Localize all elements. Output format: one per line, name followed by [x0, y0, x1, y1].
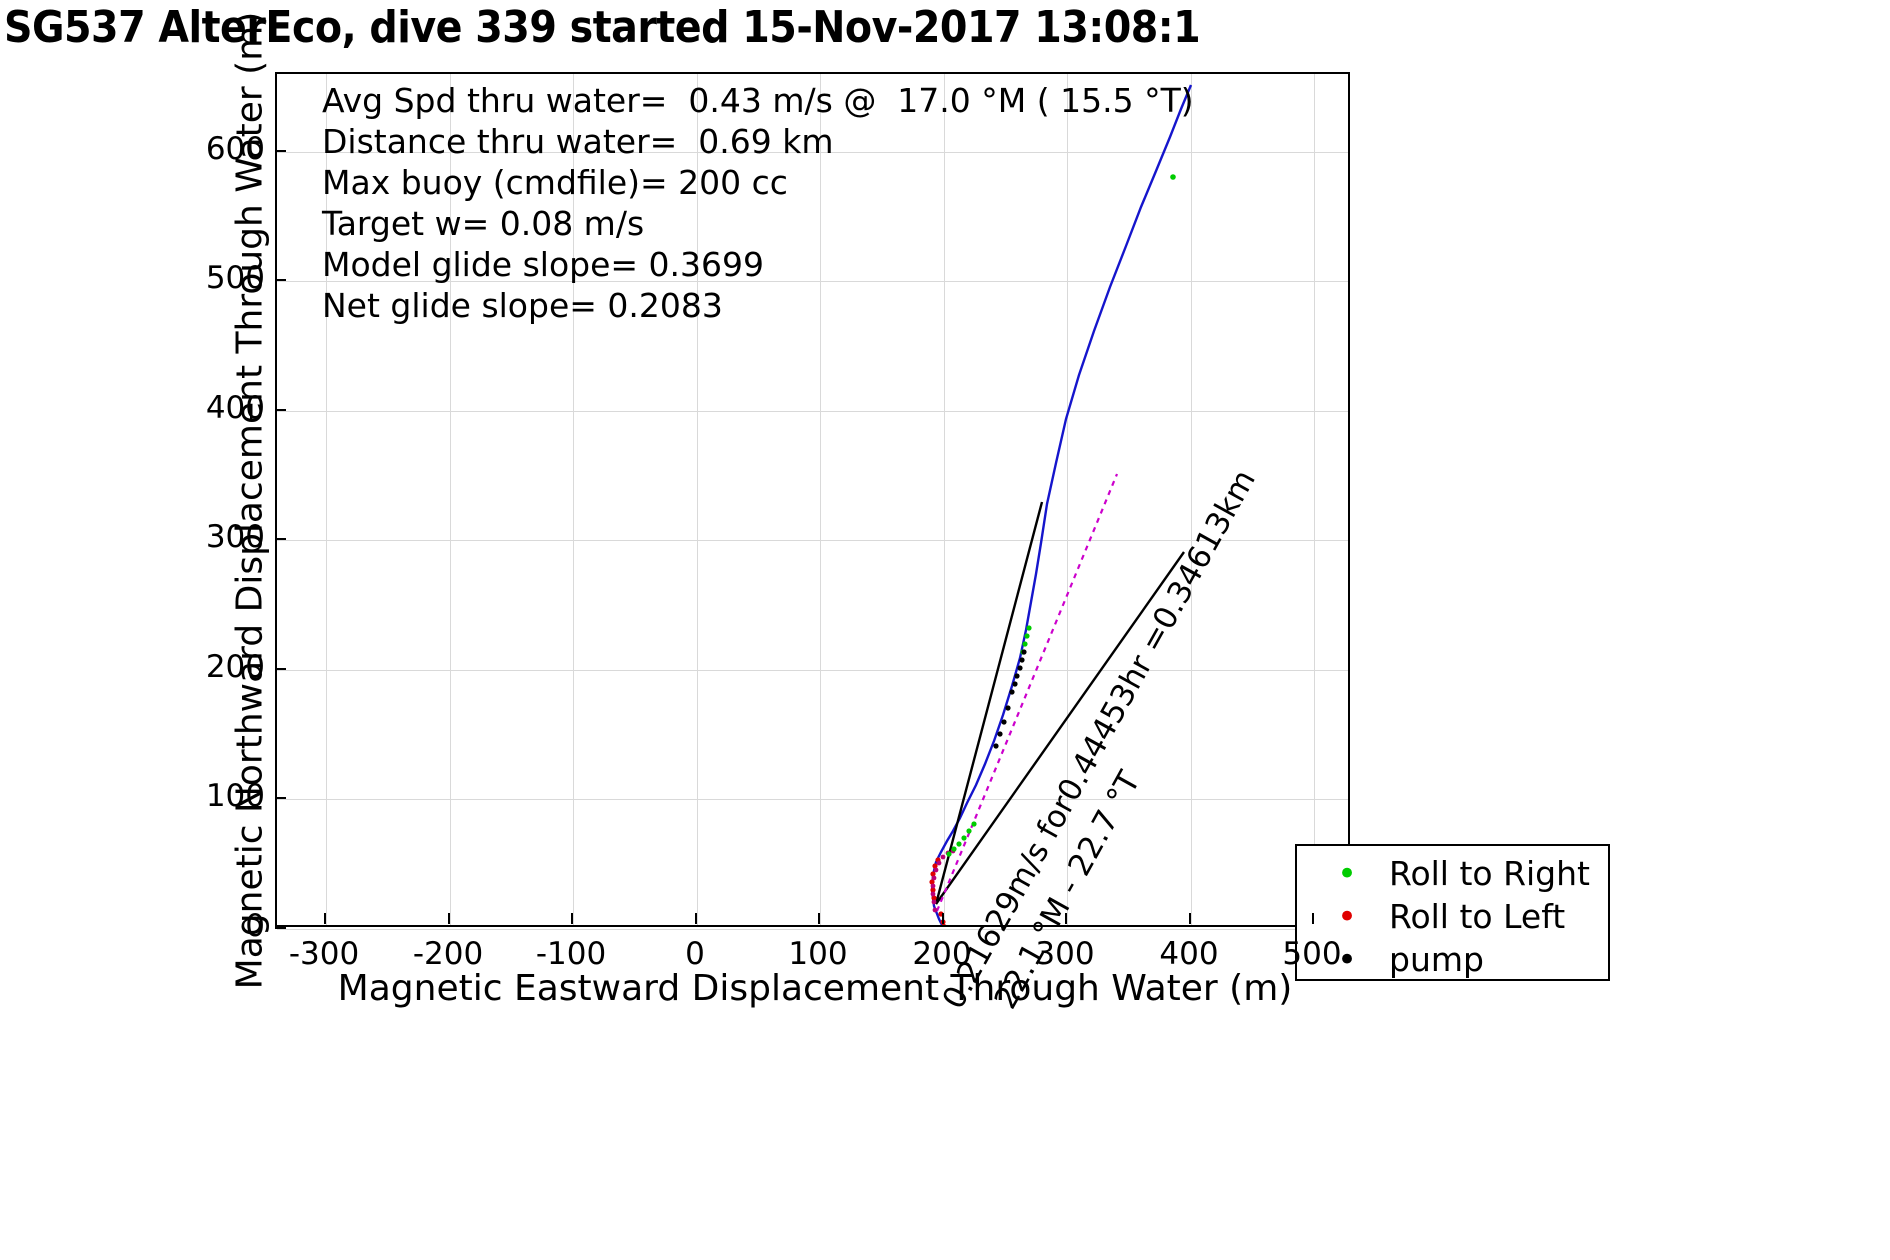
y-tickmark [275, 150, 286, 152]
gridline-vertical [573, 74, 574, 925]
annotation-textblock: Avg Spd thru water= 0.43 m/s @ 17.0 °M (… [322, 80, 1194, 326]
page-title: SG537 AlterEco, dive 339 started 15-Nov-… [4, 2, 1201, 53]
y-tickmark [275, 538, 286, 540]
annotation-line-net-slope: Net glide slope= 0.2083 [322, 286, 723, 325]
gridline-horizontal [277, 929, 1348, 930]
y-tick-label: 0 [245, 908, 265, 944]
legend-label: Roll to Right [1389, 854, 1590, 893]
gridline-horizontal [277, 411, 1348, 412]
y-tickmark [275, 409, 286, 411]
x-tick-label: -300 [288, 936, 360, 972]
gridline-horizontal [277, 540, 1348, 541]
gridline-horizontal [277, 152, 1348, 153]
x-tick-label: 0 [685, 936, 705, 972]
x-tick-label: 400 [1159, 936, 1219, 972]
markers-violet-arc [930, 848, 956, 913]
markers-pump [993, 649, 1027, 749]
x-tick-label: 200 [912, 936, 972, 972]
legend: • Roll to Right • Roll to Left • pump [1295, 844, 1610, 981]
legend-item-pump[interactable]: • pump [1297, 938, 1608, 981]
y-tick-label: 400 [205, 390, 265, 426]
gridline-vertical [697, 74, 698, 925]
legend-label: Roll to Left [1389, 897, 1566, 936]
annotation-line-distance: Distance thru water= 0.69 km [322, 122, 834, 161]
legend-item-roll-to-right[interactable]: • Roll to Right [1297, 852, 1608, 895]
legend-item-roll-to-left[interactable]: • Roll to Left [1297, 895, 1608, 938]
y-tickmark [275, 668, 286, 670]
y-tickmark [275, 927, 286, 929]
legend-marker-icon: • [1336, 939, 1358, 980]
legend-marker-icon: • [1336, 853, 1358, 894]
y-tick-label: 100 [205, 778, 265, 814]
annotation-line-target-w: Target w= 0.08 m/s [322, 204, 645, 243]
track-speed-label: 0.21629m/s for0.44453hr =0.34613km [935, 463, 1263, 1015]
annotation-line-model-slope: Model glide slope= 0.3699 [322, 245, 765, 284]
y-axis-label: Magnetic Northward Displacement Through … [229, 11, 271, 990]
gridline-vertical [326, 74, 327, 925]
annotation-line-avg-speed: Avg Spd thru water= 0.43 m/s @ 17.0 °M (… [322, 81, 1194, 120]
x-tickmark [1189, 913, 1191, 924]
y-tickmark [275, 797, 286, 799]
gridline-horizontal [277, 670, 1348, 671]
x-tickmark [818, 913, 820, 924]
x-tick-label: 100 [788, 936, 848, 972]
y-tick-label: 200 [205, 649, 265, 685]
gridline-horizontal [277, 799, 1348, 800]
gridline-vertical [1314, 74, 1315, 925]
annotation-line-max-buoy: Max buoy (cmdfile)= 200 cc [322, 163, 788, 202]
x-tickmark [695, 913, 697, 924]
legend-label: pump [1389, 940, 1484, 979]
x-tickmark [324, 913, 326, 924]
x-tickmark [942, 913, 944, 924]
gridline-vertical [820, 74, 821, 925]
legend-marker-icon: • [1336, 896, 1358, 937]
x-tickmark [1312, 913, 1314, 924]
x-tick-label: -200 [412, 936, 484, 972]
x-tickmark [571, 913, 573, 924]
gridline-vertical [450, 74, 451, 925]
x-tick-label: 500 [1282, 936, 1342, 972]
x-tickmark [1065, 913, 1067, 924]
y-tick-label: 300 [205, 519, 265, 555]
y-tick-label: 500 [205, 260, 265, 296]
x-tickmark [448, 913, 450, 924]
x-axis-label: Magnetic Eastward Displacement Through W… [337, 968, 1293, 1009]
y-tick-label: 600 [205, 131, 265, 167]
x-tick-label: -100 [535, 936, 607, 972]
series-net-glide-slope-line [935, 551, 1185, 905]
x-tick-label: 300 [1035, 936, 1095, 972]
gridline-horizontal [277, 281, 1348, 282]
y-tickmark [275, 279, 286, 281]
